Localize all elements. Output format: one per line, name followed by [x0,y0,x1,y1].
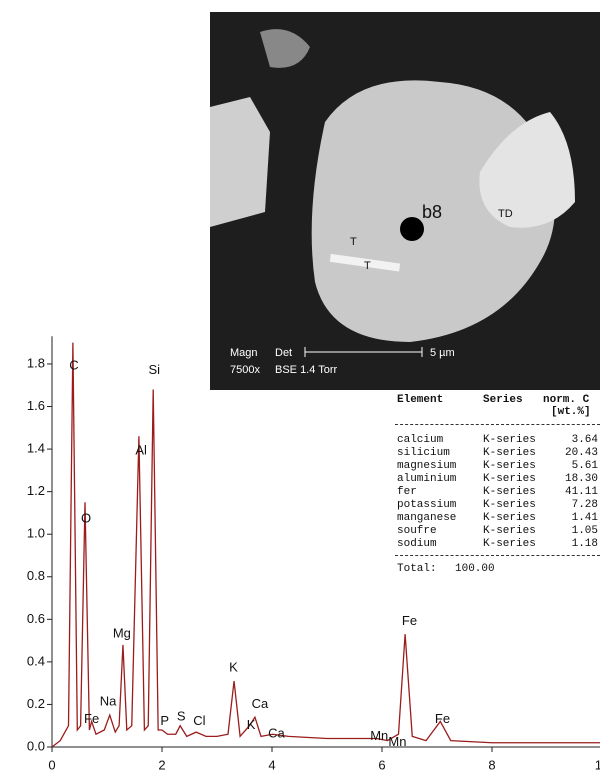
table-cell: soufre [397,525,437,537]
table-header: Series [483,394,523,406]
peak-label: K [247,717,256,732]
table-cell: 5.61 [572,460,598,472]
y-tick-label: 0.0 [27,738,45,753]
peak-label: Fe [84,711,99,726]
results-table: Element Series norm. C[wt.%] calcium K-serie… [393,390,600,590]
peak-label: Fe [435,711,450,726]
x-tick-label: 2 [158,757,165,772]
sem-image: b8 TD T T Magn 7500x Det BSE 1.4 Torr 5 … [210,12,600,390]
y-tick-label: 1.8 [27,355,45,370]
peak-label: Na [100,694,117,709]
table-header: Element [397,394,443,406]
scale-label: 5 µm [430,347,455,359]
table-cell: silicium [397,447,450,459]
table-cell: fer [397,486,417,498]
peak-label: Mn [370,728,388,743]
table-cell: calcium [397,434,443,446]
table-cell: K-series [483,512,536,524]
x-tick-label: 4 [268,757,275,772]
table-cell: K-series [483,538,536,550]
table-cell: potassium [397,499,456,511]
x-tick-label: 6 [378,757,385,772]
peak-label: Mg [113,626,131,641]
table-cell: sodium [397,538,437,550]
peak-label: K [229,660,238,675]
peak-label: S [177,709,186,724]
table-header: norm. C [543,394,589,406]
peak-label: Mn [388,734,406,749]
peak-label: P [160,713,169,728]
table-cell: K-series [483,434,536,446]
x-tick-label: 10 [595,757,600,772]
table-cell: 1.41 [572,512,598,524]
peak-label: Cl [193,713,205,728]
table-cell: 20.43 [565,447,598,459]
table-cell: 41.11 [565,486,598,498]
total-label: Total: [397,563,437,575]
info-value: 7500x [230,364,260,376]
y-tick-label: 0.8 [27,568,45,583]
y-tick-label: 0.6 [27,611,45,626]
table-cell: K-series [483,499,536,511]
rule [395,555,600,556]
x-tick-label: 8 [488,757,495,772]
info-label: Det [275,347,292,359]
table-header: [wt.%] [551,406,591,418]
peak-label: Ca [268,726,285,741]
table-cell: 7.28 [572,499,598,511]
table-cell: K-series [483,486,536,498]
y-tick-label: 1.4 [27,441,45,456]
peak-label: O [81,511,91,526]
table-cell: magnesium [397,460,456,472]
peak-label: C [69,358,78,373]
y-tick-label: 0.4 [27,653,45,668]
y-tick-label: 1.6 [27,398,45,413]
particle [210,97,270,227]
table-cell: manganese [397,512,456,524]
table-cell: aluminium [397,473,456,485]
peak-label: Si [149,362,161,377]
y-tick-label: 0.2 [27,696,45,711]
peak-label: Ca [252,696,269,711]
info-label: Magn [230,347,258,359]
spot-label: b8 [422,202,442,222]
spot [400,217,424,241]
zone-label: T [364,260,371,272]
page: 0.0 0.2 0.4 0.6 0.8 1.0 1.2 1.4 1.6 1.8 0 2 4 6 8 10 C O F… [0,0,600,779]
total-value: 100.00 [455,563,495,575]
y-tick-label: 1.2 [27,483,45,498]
peak-label: Al [135,443,147,458]
table-cell: K-series [483,525,536,537]
zone-label: T [350,236,357,248]
info-value: BSE 1.4 Torr [275,364,337,376]
table-cell: 18.30 [565,473,598,485]
x-tick-label: 0 [48,757,55,772]
rule [395,424,600,425]
table-cell: 3.64 [572,434,598,446]
table-cell: K-series [483,447,536,459]
peak-label: Fe [402,613,417,628]
table-cell: 1.18 [572,538,598,550]
y-tick-label: 1.0 [27,526,45,541]
table-cell: 1.05 [572,525,598,537]
table-cell: K-series [483,473,536,485]
zone-label: TD [498,208,513,220]
table-cell: K-series [483,460,536,472]
